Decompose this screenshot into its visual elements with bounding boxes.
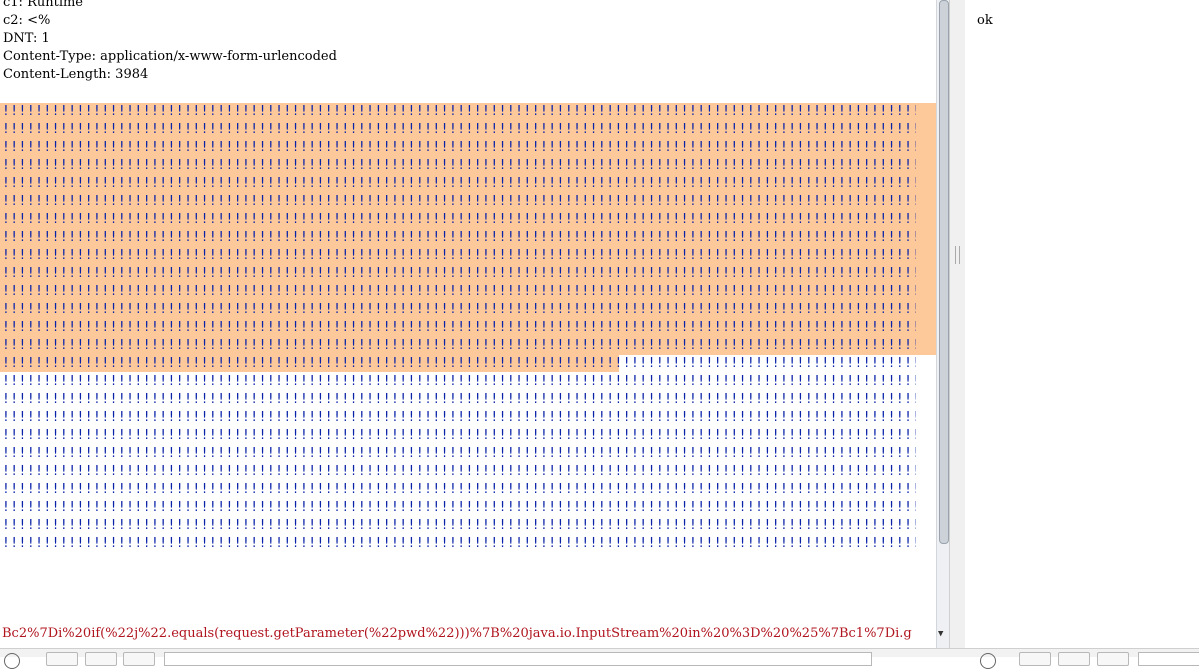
- text-selection-highlight: [0, 103, 936, 355]
- body-line: !!!!!!!!!!!!!!!!!!!!!!!!!!!!!!!!!!!!!!!!…: [2, 230, 916, 245]
- request-body[interactable]: !!!!!!!!!!!!!!!!!!!!!!!!!!!!!!!!!!!!!!!!…: [2, 103, 916, 553]
- response-help-icon[interactable]: [980, 653, 996, 669]
- body-line: !!!!!!!!!!!!!!!!!!!!!!!!!!!!!!!!!!!!!!!!…: [2, 374, 916, 389]
- request-editor[interactable]: c1: Runtime c2: <% DNT: 1 Content-Type: …: [0, 0, 936, 648]
- body-line: !!!!!!!!!!!!!!!!!!!!!!!!!!!!!!!!!!!!!!!!…: [2, 212, 916, 227]
- body-line: !!!!!!!!!!!!!!!!!!!!!!!!!!!!!!!!!!!!!!!!…: [2, 338, 916, 353]
- body-line: !!!!!!!!!!!!!!!!!!!!!!!!!!!!!!!!!!!!!!!!…: [2, 122, 916, 137]
- header-line: Content-Type: application/x-www-form-url…: [3, 49, 337, 64]
- help-icon[interactable]: [4, 653, 20, 669]
- scrollbar-thumb[interactable]: [939, 0, 949, 544]
- payload-line-continued[interactable]: Bc2%7Di%20if(%22j%22.equals(request.getP…: [2, 626, 912, 641]
- body-line: !!!!!!!!!!!!!!!!!!!!!!!!!!!!!!!!!!!!!!!!…: [2, 302, 916, 317]
- text-selection-highlight-end: [0, 355, 619, 372]
- body-line: !!!!!!!!!!!!!!!!!!!!!!!!!!!!!!!!!!!!!!!!…: [2, 482, 916, 497]
- pane-splitter[interactable]: [949, 0, 966, 656]
- body-line: !!!!!!!!!!!!!!!!!!!!!!!!!!!!!!!!!!!!!!!!…: [2, 536, 916, 551]
- splitter-grip-icon[interactable]: [955, 246, 960, 264]
- body-line: !!!!!!!!!!!!!!!!!!!!!!!!!!!!!!!!!!!!!!!!…: [2, 356, 916, 371]
- response-search-input[interactable]: [1138, 652, 1199, 666]
- body-line: !!!!!!!!!!!!!!!!!!!!!!!!!!!!!!!!!!!!!!!!…: [2, 284, 916, 299]
- body-line: !!!!!!!!!!!!!!!!!!!!!!!!!!!!!!!!!!!!!!!!…: [2, 104, 916, 119]
- body-line: !!!!!!!!!!!!!!!!!!!!!!!!!!!!!!!!!!!!!!!!…: [2, 464, 916, 479]
- scroll-down-arrow-icon[interactable]: ▼: [938, 629, 944, 639]
- request-vertical-scrollbar[interactable]: ▼: [936, 0, 950, 648]
- response-previous-button[interactable]: [1058, 652, 1090, 666]
- previous-match-button[interactable]: [85, 652, 117, 666]
- response-viewer[interactable]: ok: [965, 0, 1199, 648]
- settings-button[interactable]: [46, 652, 78, 666]
- body-line: !!!!!!!!!!!!!!!!!!!!!!!!!!!!!!!!!!!!!!!!…: [2, 392, 916, 407]
- body-line: !!!!!!!!!!!!!!!!!!!!!!!!!!!!!!!!!!!!!!!!…: [2, 176, 916, 191]
- header-line: Content-Length: 3984: [3, 67, 149, 82]
- header-line: c2: <%: [3, 13, 51, 28]
- body-line: !!!!!!!!!!!!!!!!!!!!!!!!!!!!!!!!!!!!!!!!…: [2, 248, 916, 263]
- response-body: ok: [977, 13, 993, 28]
- response-settings-button[interactable]: [1019, 652, 1051, 666]
- body-line: !!!!!!!!!!!!!!!!!!!!!!!!!!!!!!!!!!!!!!!!…: [2, 518, 916, 533]
- header-line: DNT: 1: [3, 31, 50, 46]
- request-headers: c1: Runtime c2: <% DNT: 1 Content-Type: …: [3, 0, 337, 84]
- body-line: !!!!!!!!!!!!!!!!!!!!!!!!!!!!!!!!!!!!!!!!…: [2, 428, 916, 443]
- response-next-button[interactable]: [1097, 652, 1129, 666]
- body-line: !!!!!!!!!!!!!!!!!!!!!!!!!!!!!!!!!!!!!!!!…: [2, 140, 916, 155]
- request-search-input[interactable]: [164, 652, 872, 666]
- body-line: !!!!!!!!!!!!!!!!!!!!!!!!!!!!!!!!!!!!!!!!…: [2, 158, 916, 173]
- body-line: !!!!!!!!!!!!!!!!!!!!!!!!!!!!!!!!!!!!!!!!…: [2, 410, 916, 425]
- header-line: c1: Runtime: [3, 0, 83, 10]
- payload-line[interactable]: !!!!!!!!!!!!!!!!!!!!!!!!!!!!!!!!!!!!!!!!…: [2, 607, 916, 625]
- body-line: !!!!!!!!!!!!!!!!!!!!!!!!!!!!!!!!!!!!!!!!…: [2, 500, 916, 515]
- body-line: !!!!!!!!!!!!!!!!!!!!!!!!!!!!!!!!!!!!!!!!…: [2, 266, 916, 281]
- body-line: !!!!!!!!!!!!!!!!!!!!!!!!!!!!!!!!!!!!!!!!…: [2, 320, 916, 335]
- next-match-button[interactable]: [123, 652, 155, 666]
- body-line: !!!!!!!!!!!!!!!!!!!!!!!!!!!!!!!!!!!!!!!!…: [2, 194, 916, 209]
- body-line: !!!!!!!!!!!!!!!!!!!!!!!!!!!!!!!!!!!!!!!!…: [2, 446, 916, 461]
